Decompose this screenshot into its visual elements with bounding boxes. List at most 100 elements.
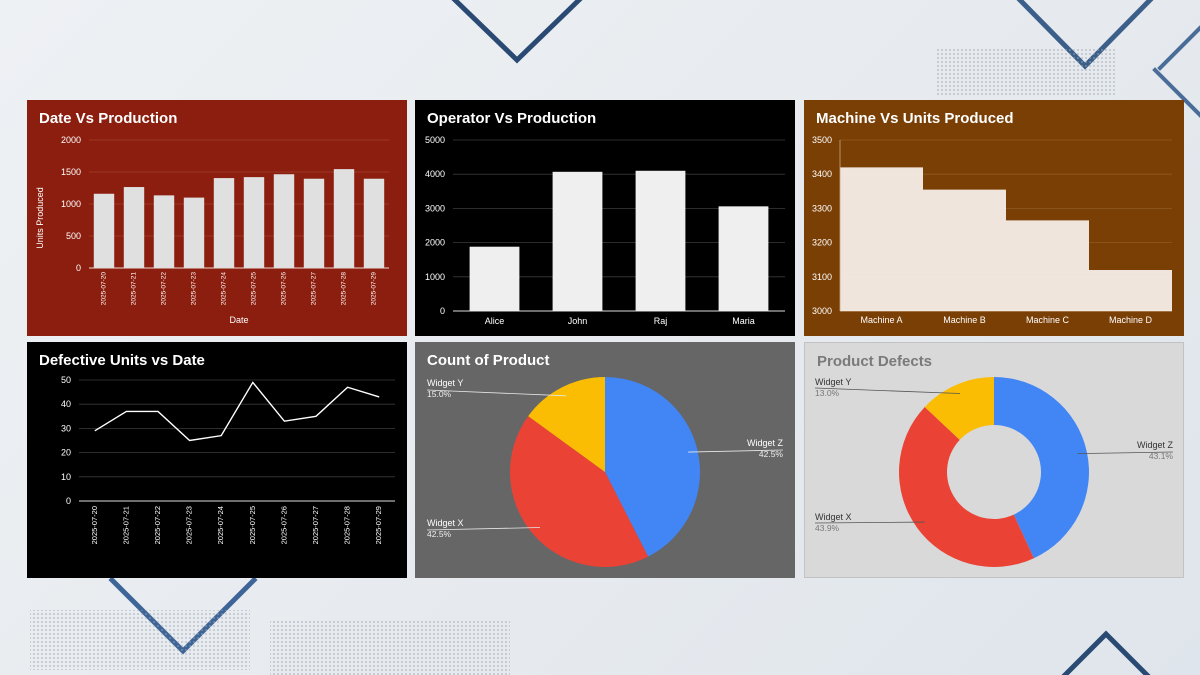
y-tick-label: 2000 (425, 238, 445, 248)
count-of-product-chart: Widget Z42.5%Widget X42.5%Widget Y15.0% (426, 377, 784, 567)
operator-vs-production-chart: 0 1000 2000 3000 4000 5000 Alice John Raj Maria (425, 135, 785, 326)
deco-dots (30, 610, 250, 670)
x-tick-label: 2025-07-21 (121, 506, 130, 544)
deco-dots (935, 48, 1115, 96)
y-tick-label: 3000 (425, 203, 445, 213)
deco-dots (270, 620, 510, 675)
bar (363, 178, 385, 268)
y-tick-label: 2000 (61, 135, 81, 145)
pie-slice (528, 377, 605, 472)
bar (273, 174, 295, 268)
bar (183, 197, 205, 268)
defective-units-chart: 0 10 20 30 40 50 2025-07-20 2025-07-21 2025-07-2… (61, 375, 395, 544)
area-series (840, 167, 1172, 311)
x-tick-label: 2025-07-24 (221, 272, 228, 306)
y-tick-label: 50 (61, 375, 71, 385)
x-tick-label: 2025-07-26 (279, 506, 288, 544)
bar (552, 171, 603, 311)
x-axis-title: Date (229, 315, 248, 325)
y-tick-label: 40 (61, 399, 71, 409)
y-tick-label: 10 (61, 472, 71, 482)
machine-vs-units-chart: 3000 3100 3200 3300 3400 3500 Machine A Machine… (812, 135, 1172, 325)
slice-label: Widget Z (747, 438, 784, 448)
x-tick-label: 2025-07-28 (341, 272, 348, 306)
bar (153, 195, 175, 268)
y-tick-label: 0 (76, 263, 81, 273)
bar (469, 246, 520, 311)
y-tick-label: 3400 (812, 169, 832, 179)
slice-percent: 13.0% (815, 388, 840, 398)
bar (333, 169, 355, 268)
defective-units-panel: 0 10 20 30 40 50 2025-07-20 2025-07-21 2025-07-2… (27, 342, 407, 578)
bar (213, 178, 235, 268)
y-tick-label: 3100 (812, 272, 832, 282)
leader-line (426, 389, 567, 397)
y-tick-label: 3300 (812, 203, 832, 213)
pie-slice (510, 416, 649, 567)
y-tick-label: 3500 (812, 135, 832, 145)
x-tick-label: 2025-07-22 (153, 506, 162, 544)
deco-chevron (1061, 630, 1151, 675)
operator-vs-production-panel: 0 1000 2000 3000 4000 5000 Alice John Raj Maria O… (415, 100, 795, 336)
x-tick-label: Maria (732, 316, 755, 326)
count-of-product-panel: Widget Z 42.5% Widget X 42.5% Widget Y 15.0% … (415, 342, 795, 578)
leader-line (688, 449, 784, 453)
chart-title: Defective Units vs Date (39, 352, 205, 369)
x-tick-label: 2025-07-26 (281, 272, 288, 306)
chart-title: Operator Vs Production (427, 110, 597, 127)
x-tick-label: 2025-07-29 (371, 272, 378, 306)
date-vs-production-panel: 0 500 1000 1500 2000 2025-07-20 2025-07-21 2025… (27, 100, 407, 336)
bar (303, 178, 325, 268)
x-tick-label: 2025-07-20 (101, 272, 108, 306)
chart-title: Count of Product (427, 352, 550, 369)
x-tick-label: Raj (654, 316, 668, 326)
y-axis-title: Units Produced (35, 187, 45, 249)
y-tick-label: 3200 (812, 238, 832, 248)
x-tick-label: Machine D (1109, 315, 1153, 325)
chart-title: Date Vs Production (39, 110, 178, 127)
deco-chevron (1152, 67, 1200, 118)
y-tick-label: 4000 (425, 169, 445, 179)
leader-line (1077, 451, 1174, 455)
x-tick-label: 2025-07-29 (374, 506, 383, 544)
bar (123, 187, 145, 268)
slice-label: Widget X (815, 512, 852, 522)
pie-slice (899, 406, 1034, 567)
product-defects-chart: Widget Z43.1% Widget X43.9% Widget Y13.0% (814, 377, 1174, 567)
x-tick-label: 2025-07-27 (311, 506, 320, 544)
x-tick-label: Alice (485, 316, 505, 326)
leader-line (814, 387, 961, 394)
slice-percent: 43.1% (1149, 451, 1174, 461)
x-tick-label: 2025-07-25 (251, 272, 258, 306)
x-tick-label: 2025-07-24 (216, 506, 225, 544)
x-tick-label: Machine A (860, 315, 902, 325)
chart-title: Product Defects (817, 353, 933, 370)
slice-label: Widget X (427, 518, 464, 528)
y-tick-label: 1500 (61, 167, 81, 177)
y-tick-label: 1000 (425, 272, 445, 282)
y-tick-label: 0 (440, 306, 445, 316)
line-series (94, 381, 380, 442)
bar (635, 170, 686, 311)
y-tick-label: 3000 (812, 306, 832, 316)
pie-slice (605, 377, 700, 557)
slice-percent: 43.9% (815, 523, 840, 533)
product-defects-panel: Widget Z 43.1% Widget X 43.9% Widget Y 13.0% … (804, 342, 1184, 578)
x-tick-label: 2025-07-28 (343, 506, 352, 544)
slice-label: Widget Z (1137, 440, 1174, 450)
leader-line (814, 521, 925, 524)
machine-vs-units-panel: 3000 3100 3200 3300 3400 3500 Machine A Machine… (804, 100, 1184, 336)
x-tick-label: 2025-07-23 (185, 506, 194, 544)
y-tick-label: 0 (66, 496, 71, 506)
chart-title: Machine Vs Units Produced (816, 110, 1014, 127)
x-tick-label: 2025-07-21 (131, 272, 138, 306)
pie-slice (994, 377, 1089, 559)
bar (718, 206, 769, 311)
slice-percent: 15.0% (427, 389, 452, 399)
x-tick-label: Machine B (943, 315, 986, 325)
x-tick-label: 2025-07-25 (248, 506, 257, 544)
bar (93, 193, 115, 268)
y-tick-label: 20 (61, 448, 71, 458)
slice-percent: 42.5% (427, 529, 452, 539)
